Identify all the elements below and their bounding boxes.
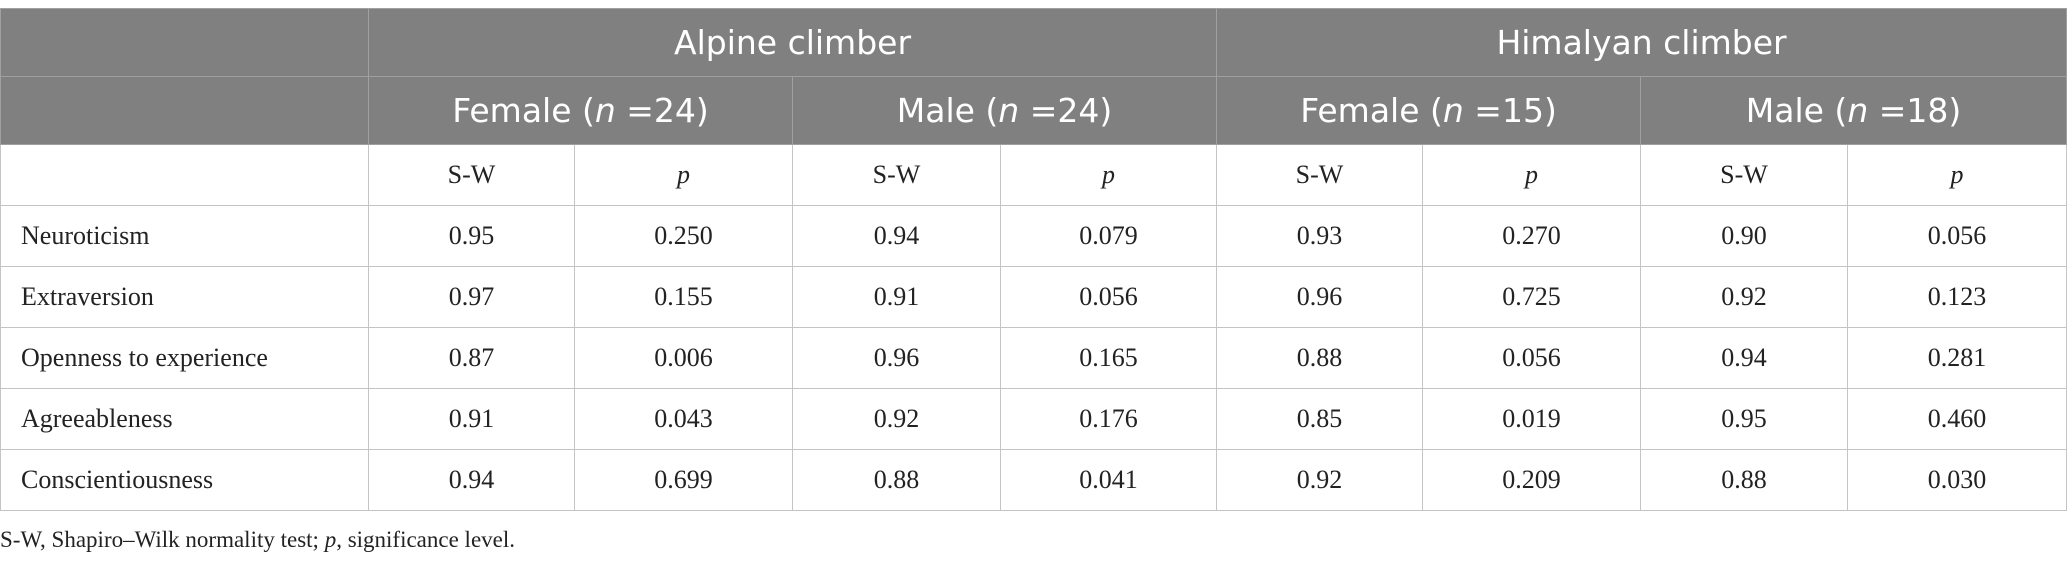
stat-label-sw: S-W [1216,144,1424,206]
empty-corner-cell [0,76,369,145]
sw-value-cell: 0.85 [1216,388,1424,450]
p-value-cell: 0.250 [574,205,793,267]
sw-value-cell: 0.94 [792,205,1001,267]
subgroup-count: =18) [1868,91,1962,130]
p-value-cell: 0.041 [999,449,1218,511]
subgroup-n: n [1442,91,1464,130]
sw-value-cell: 0.88 [792,449,1001,511]
p-value-cell: 0.123 [1847,266,2068,328]
p-value-cell: 0.155 [574,266,793,328]
sw-value-cell: 0.91 [368,388,575,450]
stat-label-sw: S-W [792,144,1001,206]
subgroup-count: =24) [1019,91,1113,130]
row-label: Agreeableness [0,388,369,450]
sw-value-cell: 0.91 [792,266,1001,328]
table-body: Neuroticism 0.95 0.250 0.94 0.079 0.93 0.270 0.… [0,205,2068,511]
table-row: Neuroticism 0.95 0.250 0.94 0.079 0.93 0.270 0.… [0,205,2068,267]
table-row: Conscientiousness 0.94 0.699 0.88 0.041 0.92 0… [0,449,2068,511]
stat-label-sw: S-W [1640,144,1849,206]
p-value-cell: 0.056 [1847,205,2068,267]
sw-value-cell: 0.95 [368,205,575,267]
p-value-cell: 0.006 [574,327,793,389]
p-value-cell: 0.056 [1422,327,1642,389]
subgroup-header-himalayan-male: Male (n =18) [1640,76,2068,145]
subgroup-header-row: Female (n =24) Male (n =24) Female (n =1… [0,76,2068,145]
p-value-cell: 0.281 [1847,327,2068,389]
sw-value-cell: 0.94 [1640,327,1849,389]
empty-corner-cell [0,8,369,77]
normality-table: Alpine climber Himalyan climber Female (… [0,8,2068,511]
table-row: Extraversion 0.97 0.155 0.91 0.056 0.96 0.725 0… [0,266,2068,328]
subgroup-label: Female ( [1300,91,1443,130]
subgroup-header-alpine-male: Male (n =24) [791,76,1218,145]
subgroup-count: =15) [1463,91,1557,130]
p-value-cell: 0.725 [1422,266,1642,328]
sw-value-cell: 0.90 [1640,205,1849,267]
stat-label-sw: S-W [368,144,575,206]
sw-value-cell: 0.92 [1640,266,1849,328]
subgroup-n: n [1847,91,1869,130]
footnote-text: S-W, Shapiro–Wilk normality test; [0,527,325,552]
stat-label-p: p [1847,144,2068,206]
subgroup-count: =24) [615,91,709,130]
p-value-cell: 0.165 [999,327,1218,389]
subgroup-header-himalayan-female: Female (n =15) [1216,76,1642,145]
group-header-himalayan: Himalyan climber [1216,8,2068,77]
group-header-alpine: Alpine climber [367,8,1218,77]
p-value-cell: 0.176 [999,388,1218,450]
group-header-row: Alpine climber Himalyan climber [0,8,2068,77]
sw-value-cell: 0.96 [792,327,1001,389]
subgroup-n: n [998,91,1020,130]
row-label: Neuroticism [0,205,369,267]
p-value-cell: 0.056 [999,266,1218,328]
stat-label-p: p [1422,144,1642,206]
p-value-cell: 0.460 [1847,388,2068,450]
sw-value-cell: 0.88 [1216,327,1424,389]
sw-value-cell: 0.97 [368,266,575,328]
row-label: Extraversion [0,266,369,328]
table-row: Agreeableness 0.91 0.043 0.92 0.176 0.85 0.019… [0,388,2068,450]
sw-value-cell: 0.96 [1216,266,1424,328]
p-value-cell: 0.043 [574,388,793,450]
p-value-cell: 0.019 [1422,388,1642,450]
empty-label-cell [0,144,369,206]
footnote-p: p [324,527,337,552]
table-row: Openness to experience 0.87 0.006 0.96 0.165… [0,327,2068,389]
p-value-cell: 0.030 [1847,449,2068,511]
sw-value-cell: 0.93 [1216,205,1424,267]
sw-value-cell: 0.95 [1640,388,1849,450]
sw-value-cell: 0.92 [792,388,1001,450]
footnote-text-end: , significance level. [336,527,515,552]
stat-label-row: S-W p S-W p S-W p S-W p [0,144,2068,206]
sw-value-cell: 0.94 [368,449,575,511]
row-label: Conscientiousness [0,449,369,511]
subgroup-n: n [594,91,616,130]
subgroup-label: Male ( [896,91,999,130]
p-value-cell: 0.209 [1422,449,1642,511]
p-value-cell: 0.079 [999,205,1218,267]
subgroup-header-alpine-female: Female (n =24) [368,76,793,145]
sw-value-cell: 0.88 [1640,449,1849,511]
stat-label-p: p [574,144,793,206]
subgroup-label: Female ( [452,91,595,130]
sw-value-cell: 0.92 [1216,449,1424,511]
table-footnote: S-W, Shapiro–Wilk normality test; p, sig… [0,527,515,553]
p-value-cell: 0.699 [574,449,793,511]
p-value-cell: 0.270 [1422,205,1642,267]
stat-label-p: p [999,144,1218,206]
row-label: Openness to experience [0,327,369,389]
subgroup-label: Male ( [1745,91,1848,130]
sw-value-cell: 0.87 [368,327,575,389]
